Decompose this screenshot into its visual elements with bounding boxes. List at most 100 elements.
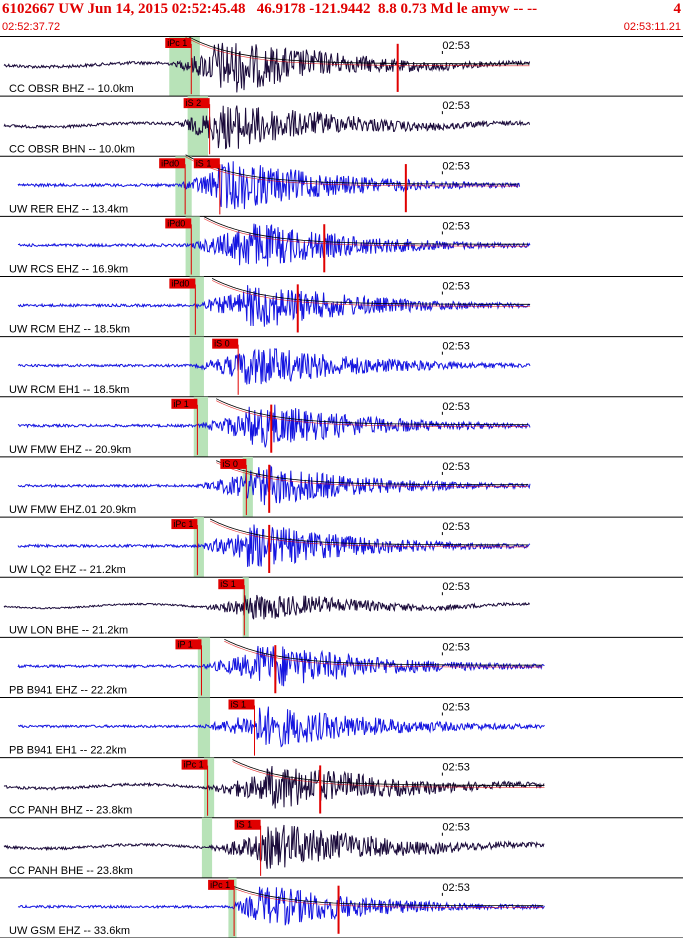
pick-label: iPd0	[171, 279, 189, 289]
trace-panel-row[interactable]: 02:53 iPd0 UW RCS EHZ -- 16.9km	[0, 216, 683, 278]
trace-panel-row[interactable]: 02:53 iS 1 PB B941 EH1 -- 22.2km	[0, 697, 683, 759]
pick-flag[interactable]	[165, 38, 192, 48]
pick-flag[interactable]	[171, 398, 198, 409]
event-tail: 4	[673, 1, 682, 17]
pick-flag[interactable]	[208, 879, 235, 890]
pick-label: iS 0	[214, 339, 230, 349]
station-label: UW LQ2 EHZ -- 21.2km	[9, 564, 126, 576]
pick-label: iP 1	[177, 639, 192, 649]
station-label: UW RCS EHZ -- 16.9km	[9, 264, 128, 276]
pick-label: iS 1	[230, 699, 246, 709]
coda-curve	[216, 460, 529, 486]
minute-label: 02:53	[442, 100, 470, 112]
pick-flag[interactable]	[183, 98, 210, 109]
pick-label: iS 1	[237, 820, 253, 830]
pick-label: iS 1	[196, 158, 212, 168]
minute-label: 02:53	[442, 822, 470, 834]
pick-flag[interactable]	[212, 338, 239, 349]
pick-window	[197, 637, 211, 698]
pick-label: iPc 1	[173, 519, 193, 529]
event-header: 6102667 UW Jun 14, 2015 02:52:45.48 46.9…	[0, 0, 683, 36]
trace-panel-row[interactable]: 02:53 iP 1 PB B941 EHZ -- 22.2km	[0, 637, 683, 698]
trace-panel-row[interactable]: 02:53 iS 1 CC PANH BHE -- 23.8km	[0, 817, 683, 879]
station-label: PB B941 EH1 -- 22.2km	[9, 745, 126, 757]
pick-label: iP 1	[173, 399, 188, 409]
pick-flag[interactable]	[169, 278, 196, 289]
pick-flag[interactable]	[193, 158, 220, 169]
coda-curve	[203, 216, 528, 245]
window-start-time: 02:52:37.72	[2, 21, 61, 33]
trace-panel-row[interactable]: 02:53 iPd0 UW RCM EHZ -- 18.5km	[0, 276, 683, 338]
trace-panel-row[interactable]: 02:53 iPc 1 UW GSM EHZ -- 33.6km	[0, 877, 683, 938]
minute-label: 02:53	[442, 882, 470, 894]
trace-panel-row[interactable]: 02:53 iPc 1 CC PANH BHZ -- 23.8km	[0, 757, 683, 819]
station-label: CC PANH BHZ -- 23.8km	[9, 805, 132, 817]
trace-panel-row[interactable]: 02:53 iS 0 UW RCM EH1 -- 18.5km	[0, 336, 683, 398]
minute-label: 02:53	[442, 220, 470, 232]
waveform	[18, 706, 545, 748]
coda-fit	[232, 761, 545, 788]
event-title: 6102667 UW Jun 14, 2015 02:52:45.48 46.9…	[2, 1, 538, 17]
waveform	[17, 348, 531, 385]
minute-label: 02:53	[442, 461, 470, 473]
coda-fit	[185, 156, 519, 187]
coda-fit	[211, 280, 531, 307]
pick-flag[interactable]	[159, 158, 186, 169]
pick-flag[interactable]	[228, 699, 255, 710]
minute-label: 02:53	[442, 40, 470, 52]
station-label: UW FMW EHZ.01 20.9km	[9, 504, 136, 516]
pick-flag[interactable]	[181, 759, 208, 770]
pick-flag[interactable]	[175, 639, 202, 650]
pick-flag[interactable]	[171, 519, 198, 530]
minute-label: 02:53	[442, 701, 470, 713]
coda-fit	[224, 640, 543, 668]
waveform	[17, 645, 545, 687]
coda-fit	[216, 400, 529, 427]
pick-flag[interactable]	[234, 819, 261, 830]
pick-label: iPc 1	[167, 38, 187, 48]
minute-label: 02:53	[442, 401, 470, 413]
coda-fit	[222, 883, 544, 908]
station-label: CC OBSR BHN -- 10.0km	[9, 143, 135, 155]
trace-panel-row[interactable]: 02:53 iS 1 UW LON BHE -- 21.2km	[0, 577, 683, 638]
pick-window	[175, 156, 192, 217]
pick-label: iS 0	[222, 459, 238, 469]
station-label: UW RCM EHZ -- 18.5km	[9, 324, 130, 336]
minute-label: 02:53	[442, 641, 470, 653]
minute-label: 02:53	[442, 762, 470, 774]
pick-window	[187, 96, 209, 157]
trace-panel-row[interactable]: 02:53 iPc 1 CC OBSR BHZ -- 10.0km	[0, 36, 683, 97]
pick-label: iPd0	[167, 218, 185, 228]
coda-curve	[216, 398, 529, 425]
waveform	[3, 594, 531, 620]
pick-flag[interactable]	[220, 458, 247, 469]
minute-label: 02:53	[442, 160, 470, 172]
waveform	[17, 285, 531, 327]
waveform	[17, 464, 531, 506]
waveform	[17, 886, 545, 926]
pick-label: iPc 1	[210, 880, 230, 890]
coda-curve	[186, 36, 530, 65]
station-label: PB B941 EHZ -- 22.2km	[9, 684, 127, 696]
coda-curve	[211, 278, 531, 305]
waveform	[3, 42, 531, 93]
coda-curve	[222, 881, 544, 907]
pick-window	[193, 517, 204, 578]
station-label: UW LON BHE -- 21.2km	[9, 624, 128, 636]
pick-label: iPd0	[161, 158, 179, 168]
trace-panel-row[interactable]: 02:53 iP 1 UW FMW EHZ -- 20.9km	[0, 396, 683, 458]
pick-flag[interactable]	[218, 579, 245, 590]
station-label: UW RCM EH1 -- 18.5km	[9, 384, 129, 396]
trace-panel[interactable]: 02:53 iPc 1 CC OBSR BHZ -- 10.0km 02:53 iS 2…	[0, 36, 683, 938]
trace-panel-row[interactable]: 02:53 iS 0 UW FMW EHZ.01 20.9km	[0, 456, 683, 518]
coda-fit	[183, 36, 530, 67]
waveform	[17, 161, 521, 210]
trace-panel-row[interactable]: 02:53 iPc 1 UW LQ2 EHZ -- 21.2km	[0, 517, 683, 578]
station-label: CC PANH BHE -- 23.8km	[9, 865, 133, 877]
pick-flag[interactable]	[165, 218, 192, 229]
waveform	[3, 824, 545, 869]
trace-panel-row[interactable]: 02:53 iS 2 CC OBSR BHN -- 10.0km	[0, 96, 683, 157]
waveform	[3, 105, 531, 150]
trace-panel-row[interactable]: 02:53 iPd0 iS 1 UW RER EHZ -- 13.4km	[0, 154, 683, 217]
